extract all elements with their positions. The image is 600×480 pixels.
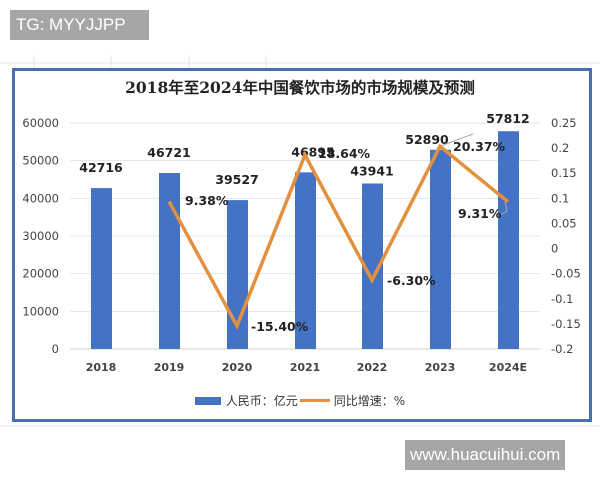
growth-rate-label: -6.30%: [387, 273, 436, 288]
bar: [295, 172, 316, 349]
right-axis-tick: 0.15: [551, 166, 577, 180]
growth-rate-label: 9.38%: [185, 193, 229, 208]
category-label: 2022: [357, 361, 388, 374]
legend-bar-swatch: [194, 396, 221, 405]
chart-legend: 人民币：亿元 同比增速：%: [0, 392, 600, 409]
category-label: 2020: [222, 361, 253, 374]
growth-line: [167, 143, 510, 331]
left-axis-tick: 10000: [22, 304, 59, 318]
left-axis-tick: 60000: [22, 116, 59, 130]
left-axis-tick: 0: [52, 342, 59, 356]
category-label: 2023: [425, 361, 456, 374]
legend-bar-label: 人民币：亿元: [225, 394, 298, 408]
watermark-bottom: www.huacuihui.com: [405, 440, 565, 470]
legend-line-swatch: [299, 399, 330, 402]
bar-value-label: 57812: [486, 111, 530, 126]
right-axis-tick: -0.05: [551, 267, 581, 281]
right-axis-tick: 0.2: [551, 141, 569, 155]
right-axis-tick: 0: [551, 242, 558, 256]
category-label: 2019: [154, 361, 185, 374]
left-axis-tick: 40000: [22, 191, 59, 205]
bar-value-label: 42716: [79, 160, 123, 175]
category-label: 2021: [290, 361, 321, 374]
left-axis-tick: 20000: [22, 267, 59, 281]
bar: [91, 188, 112, 349]
bar-value-label: 39527: [215, 172, 259, 187]
watermark-top: TG: MYYJJPP: [10, 10, 149, 40]
right-axis-tick: -0.2: [551, 342, 573, 356]
growth-rate-label: 20.37%: [453, 139, 506, 154]
right-axis-tick: 0.1: [551, 191, 569, 205]
right-axis-tick: 0.05: [551, 216, 577, 230]
left-axis-tick: 50000: [22, 154, 59, 168]
leader-line: [440, 133, 474, 147]
category-label: 2018: [86, 361, 117, 374]
growth-rate-label: 18.64%: [318, 146, 371, 161]
left-axis-tick: 30000: [22, 229, 59, 243]
bar: [159, 173, 180, 349]
bar-value-label: 46721: [147, 145, 191, 160]
bar-value-label: 52890: [405, 132, 449, 147]
chart-title: 2018年至2024年中国餐饮市场的市场规模及预测: [125, 78, 475, 97]
category-label: 2024E: [489, 361, 527, 374]
growth-rate-label: 9.31%: [458, 206, 502, 221]
bar: [498, 131, 519, 349]
bar: [362, 183, 383, 349]
bar-value-label: 46895: [291, 144, 335, 159]
bar: [430, 149, 451, 349]
right-axis-tick: -0.15: [551, 317, 581, 331]
right-axis-tick: -0.1: [551, 292, 573, 306]
legend-line-label: 同比增速：%: [333, 394, 406, 408]
bar-value-label: 43941: [350, 163, 394, 178]
growth-rate-label: -15.40%: [251, 319, 309, 334]
leader-line: [499, 201, 508, 216]
right-axis-tick: 0.25: [551, 116, 577, 130]
